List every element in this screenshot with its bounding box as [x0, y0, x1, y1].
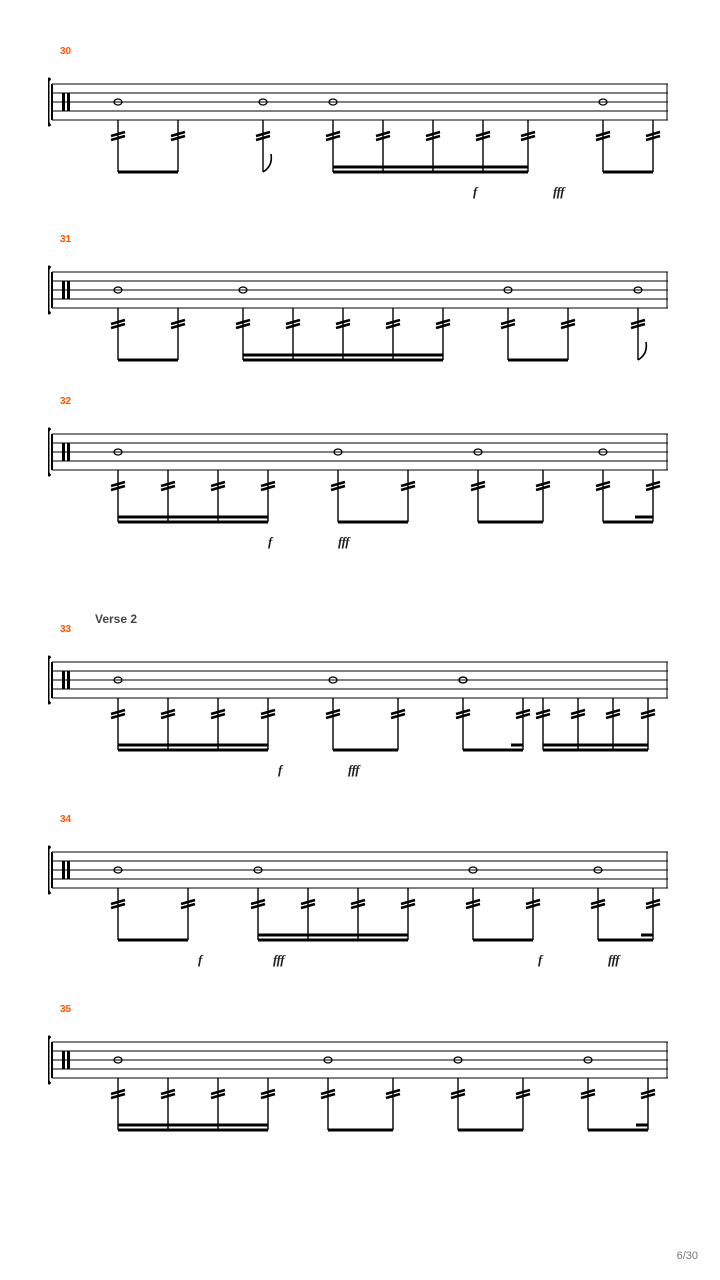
dynamic-f: f — [268, 534, 272, 550]
sheet-music-page: 30ffff3132ffff33ffff34ffffffff35 Verse 2… — [0, 0, 720, 1280]
page-number: 6/30 — [677, 1250, 698, 1262]
measure-number: 35 — [60, 1004, 71, 1015]
section-label: Verse 2 — [95, 612, 137, 626]
staff-svg — [48, 830, 668, 950]
dynamic-f: f — [278, 762, 282, 778]
staff-svg — [48, 1020, 668, 1140]
staff-system: 34ffffffff — [48, 830, 668, 950]
dynamic-f: f — [473, 184, 477, 200]
measure-number: 33 — [60, 624, 71, 635]
measure-number: 30 — [60, 46, 71, 57]
staff-system: 32ffff — [48, 412, 668, 532]
dynamic-fff: fff — [338, 534, 349, 550]
measure-number: 31 — [60, 234, 71, 245]
measure-number: 34 — [60, 814, 71, 825]
staff-system: 35 — [48, 1020, 668, 1140]
staff-svg — [48, 250, 668, 370]
staff-svg — [48, 640, 668, 760]
staff-svg — [48, 62, 668, 182]
dynamic-fff: fff — [553, 184, 564, 200]
dynamic-fff: fff — [273, 952, 284, 968]
dynamic-fff: fff — [348, 762, 359, 778]
staff-system: 30ffff — [48, 62, 668, 182]
staff-system: 31 — [48, 250, 668, 370]
measure-number: 32 — [60, 396, 71, 407]
dynamic-fff: fff — [608, 952, 619, 968]
staff-system: 33ffff — [48, 640, 668, 760]
dynamic-f: f — [198, 952, 202, 968]
dynamic-f: f — [538, 952, 542, 968]
staff-svg — [48, 412, 668, 532]
